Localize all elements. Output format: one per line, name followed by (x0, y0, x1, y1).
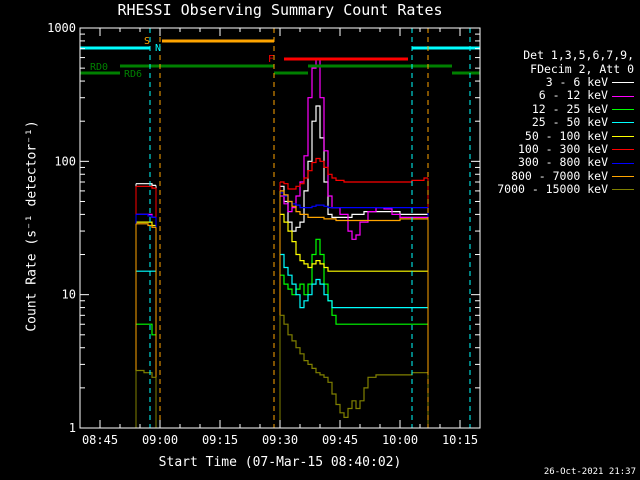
series-line (280, 105, 428, 232)
legend-item: 300 - 800 keV (484, 156, 634, 169)
y-axis-label: Count Rate (s⁻¹ detector⁻¹) (24, 120, 40, 332)
flag-label: S (144, 36, 150, 47)
legend-swatch (612, 189, 634, 191)
legend-swatch (612, 95, 634, 97)
legend-item-label: 12 - 25 keV (531, 101, 608, 116)
legend-rows: 3 - 6 keV 6 - 12 keV 12 - 25 keV 25 - 50 ke… (484, 75, 634, 197)
legend-swatch (612, 82, 634, 84)
legend-item: 25 - 50 keV (484, 115, 634, 130)
x-tick-label: 09:30 (262, 433, 298, 447)
series-line (280, 192, 428, 209)
legend-header-detectors: Det 1,3,5,6,7,9, (523, 48, 634, 62)
flag-label: RD0 (90, 62, 108, 73)
series-line (280, 213, 428, 272)
series-line (136, 183, 156, 186)
x-tick-label: 10:15 (442, 433, 478, 447)
legend-swatch (612, 162, 634, 164)
series-4 (135, 213, 429, 428)
x-tick-label: 08:45 (82, 433, 118, 447)
series-line (280, 253, 428, 309)
series-3 (135, 253, 429, 428)
flag-label: RD6 (124, 69, 142, 80)
series-7 (135, 190, 429, 428)
generated-timestamp: 26-Oct-2021 21:37 (543, 467, 636, 477)
series-8 (135, 314, 429, 428)
x-tick-label: 09:00 (142, 433, 178, 447)
legend-swatch (612, 176, 634, 178)
x-tick-label: 10:00 (382, 433, 418, 447)
legend-item: 6 - 12 keV (484, 88, 634, 103)
flags-layer: SN F RD0 RD6 (80, 28, 480, 428)
x-tick-label: 09:45 (322, 433, 358, 447)
chart-title: RHESSI Observing Summary Count Rates (117, 1, 443, 19)
series-line (136, 221, 156, 227)
legend-item: 100 - 300 keV (484, 142, 634, 157)
series-line (136, 185, 156, 189)
series-line (136, 323, 156, 336)
legend-swatch (612, 135, 634, 137)
series-layer (135, 58, 429, 428)
series-line (280, 58, 428, 240)
series-line (136, 223, 156, 228)
series-line (280, 157, 428, 190)
series-line (136, 369, 156, 378)
legend-swatch (612, 109, 634, 111)
legend: Det 1,3,5,6,7,9, FDecim 2, Att 0 3 - 6 k… (484, 48, 634, 197)
legend-item: 7000 - 15000 keV (484, 182, 634, 197)
legend-item: 12 - 25 keV (484, 101, 634, 116)
y-tick-label: 100 (54, 154, 76, 168)
legend-swatch (612, 122, 634, 124)
y-tick-label: 1 (69, 421, 76, 435)
legend-item: 50 - 100 keV (484, 128, 634, 143)
y-tick-label: 10 (62, 288, 76, 302)
legend-item: 800 - 7000 keV (484, 168, 634, 183)
ticks-layer: 08:45 09:00 09:15 09:30 09:45 10:00 10:15 1 10 10… (47, 21, 480, 447)
x-axis-label: Start Time (07-Mar-15 08:40:02) (158, 455, 402, 470)
legend-item-label: 3 - 6 keV (545, 75, 608, 89)
legend-item-label: 100 - 300 keV (517, 142, 608, 157)
series-6 (135, 192, 429, 428)
series-1 (135, 58, 429, 428)
legend-item-label: 25 - 50 keV (531, 115, 608, 130)
y-tick-label: 1000 (47, 21, 76, 35)
legend-item-label: 800 - 7000 keV (511, 168, 608, 183)
series-line (280, 190, 428, 222)
legend-header-decimation: FDecim 2, Att 0 (530, 62, 634, 76)
series-line (280, 314, 428, 418)
flag-label: N (155, 43, 161, 54)
legend-swatch (612, 149, 634, 151)
legend-item: 3 - 6 keV (484, 75, 634, 89)
series-line (136, 213, 156, 218)
legend-item-label: 300 - 800 keV (517, 155, 608, 170)
series-0 (135, 105, 429, 428)
legend-item-label: 7000 - 15000 keV (497, 182, 608, 197)
legend-item-label: 6 - 12 keV (538, 88, 608, 103)
flag-label: F (268, 54, 274, 65)
series-2 (135, 238, 429, 428)
series-5 (135, 157, 429, 428)
series-line (280, 238, 428, 325)
legend-item-label: 50 - 100 keV (524, 128, 608, 143)
x-tick-label: 09:15 (202, 433, 238, 447)
